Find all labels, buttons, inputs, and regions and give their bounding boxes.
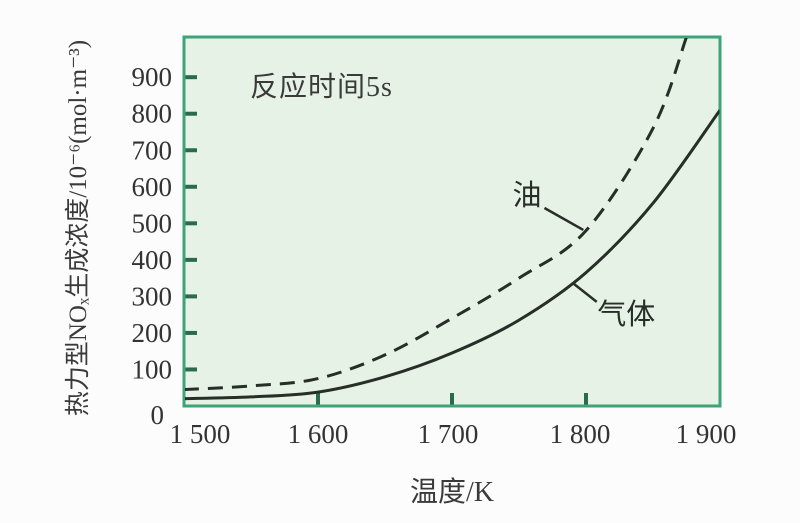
series-label-oil: 油	[513, 179, 542, 212]
y-tick-label-0: 0	[151, 400, 165, 430]
series-curve-oil	[185, 38, 688, 392]
x-tick-label-1900: 1 900	[676, 419, 737, 449]
y-tick-label-800: 800	[132, 99, 173, 129]
y-tick-label-100: 100	[132, 354, 173, 384]
y-tick-label-200: 200	[132, 318, 173, 348]
x-tick-label-1800: 1 800	[550, 419, 611, 449]
annotation-reaction-time: 反应时间5s	[250, 72, 393, 103]
x-tick-label-1700: 1 700	[418, 419, 479, 449]
y-tick-label-500: 500	[132, 208, 173, 238]
x-axis-title: 温度/K	[409, 477, 494, 508]
y-tick-label-700: 700	[132, 135, 173, 165]
y-tick-label-300: 300	[132, 281, 173, 311]
series-curve-gas	[185, 109, 720, 401]
plot-area	[182, 35, 722, 408]
x-tick-label-1600: 1 600	[288, 419, 349, 449]
series-leader-oil	[543, 206, 584, 231]
y-axis-title: 热力型NOₓ生成浓度/10⁻⁶(mol·m⁻³)	[65, 39, 92, 417]
series-leader-gas	[571, 281, 598, 303]
y-tick-label-900: 900	[132, 62, 173, 92]
y-tick-label-600: 600	[132, 172, 173, 202]
series-label-gas: 气体	[597, 298, 655, 331]
y-tick-label-400: 400	[132, 245, 173, 275]
x-tick-label-1500: 1 500	[170, 419, 231, 449]
